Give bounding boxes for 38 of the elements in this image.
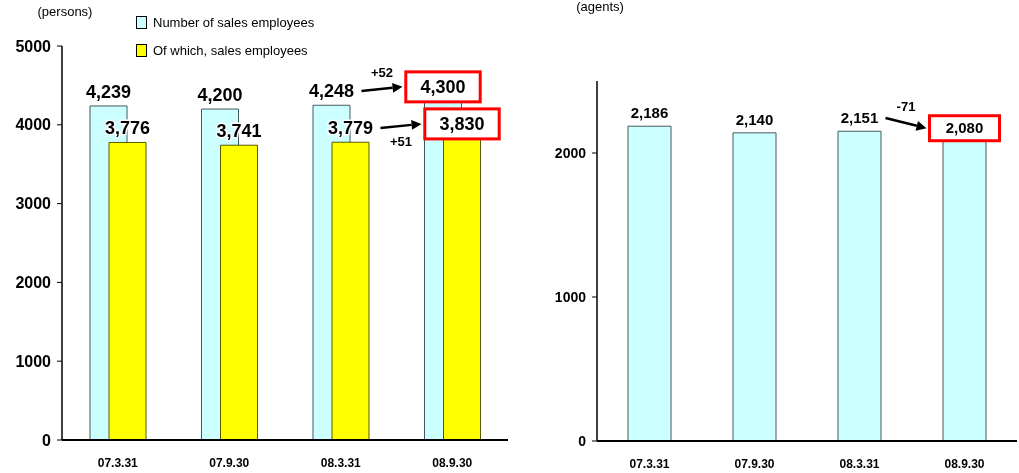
y-tick-label: 0 <box>578 432 587 449</box>
x-tick-label: 07.3.31 <box>97 455 139 470</box>
y-tick-label: 0 <box>42 431 52 449</box>
data-label: 4,248 <box>308 81 355 102</box>
legend-label: Of which, sales employees <box>153 42 308 58</box>
y-tick-label: 1000 <box>15 352 52 370</box>
bar <box>220 144 258 440</box>
data-label: 4,300 <box>420 77 466 98</box>
data-label: 3,830 <box>439 114 485 135</box>
data-label: 3,779 <box>327 118 374 139</box>
data-label: 4,239 <box>85 81 132 102</box>
y-tick-label: 4000 <box>15 116 52 134</box>
bar <box>108 141 147 440</box>
y-tick-label: 1000 <box>554 288 587 305</box>
y-tick-label: 5000 <box>15 37 52 55</box>
data-label: 2,186 <box>630 104 669 122</box>
data-label: 4,200 <box>197 85 243 106</box>
data-label: 2,151 <box>840 109 879 127</box>
y-tick-label: 2000 <box>15 274 52 292</box>
x-tick-label: 07.9.30 <box>734 456 775 471</box>
y-axis-title: (agents) <box>576 0 624 14</box>
legend-label: Number of sales employees <box>153 14 315 30</box>
annotation: +52 <box>370 64 394 80</box>
bar <box>331 141 370 440</box>
x-tick-label: 08.9.30 <box>432 455 473 470</box>
y-tick-label: 2000 <box>554 144 587 161</box>
x-tick-label: 08.3.31 <box>320 455 362 470</box>
x-tick-label: 08.9.30 <box>944 456 985 471</box>
annotation: +51 <box>389 133 413 149</box>
y-axis-title: (persons) <box>37 4 93 19</box>
data-label: 2,080 <box>945 119 984 137</box>
data-label: 2,140 <box>735 110 774 128</box>
x-tick-label: 07.9.30 <box>209 455 250 470</box>
x-tick-label: 08.3.31 <box>839 456 880 471</box>
x-tick-label: 07.3.31 <box>629 456 670 471</box>
data-label: 3,776 <box>104 118 151 139</box>
y-tick-label: 3000 <box>15 195 52 213</box>
annotation: -71 <box>896 99 916 115</box>
